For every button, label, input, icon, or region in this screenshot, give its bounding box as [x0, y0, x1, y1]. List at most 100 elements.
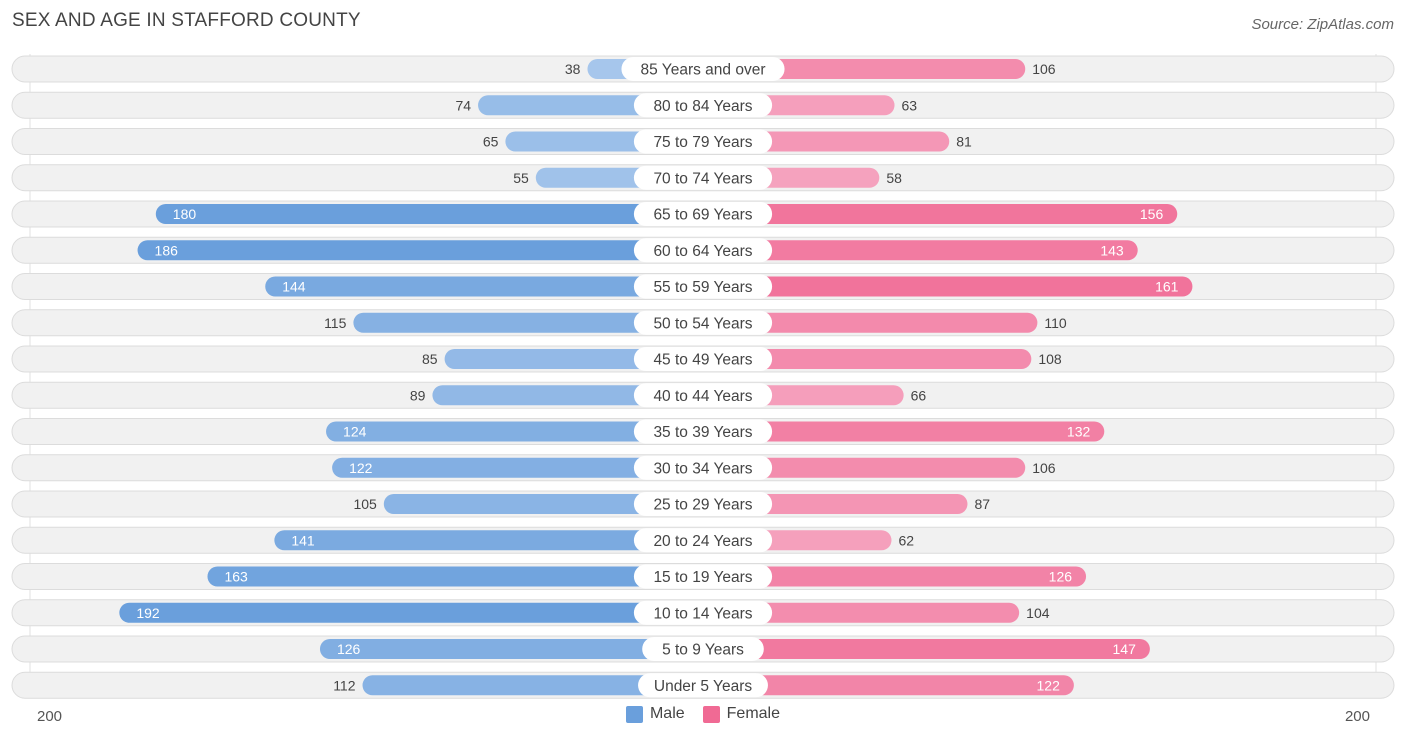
male-value-label: 115 — [324, 315, 347, 331]
female-value-label: 62 — [898, 532, 914, 548]
category-label: 55 to 59 Years — [653, 279, 752, 296]
male-bar — [274, 530, 703, 551]
female-bar — [703, 204, 1178, 224]
female-bar — [703, 349, 1032, 369]
category-label-background — [633, 202, 773, 226]
population-pyramid-chart: 38 106 85 Years and over 74 63 80 to 84 Years… — [11, 54, 1395, 699]
male-value-label: 141 — [291, 532, 315, 548]
female-value-label: 132 — [1067, 424, 1091, 440]
category-label-background — [642, 637, 764, 661]
male-value-label: 124 — [343, 424, 367, 440]
female-value-label: 161 — [1155, 279, 1179, 295]
male-value-label: 89 — [410, 387, 426, 403]
category-label: 20 to 24 Years — [653, 533, 752, 550]
male-value-label: 105 — [353, 496, 377, 512]
age-row: 55 58 70 to 74 Years — [11, 164, 1395, 192]
category-label-background — [633, 383, 773, 408]
age-row: 89 66 40 to 44 Years — [11, 381, 1395, 409]
legend-item-female[interactable]: Female — [702, 705, 781, 723]
axis-left-label: 200 — [37, 708, 63, 725]
female-bar — [703, 675, 1074, 696]
male-value-label: 55 — [513, 170, 529, 186]
legend-swatch-male — [625, 705, 643, 723]
female-bar — [703, 639, 1150, 659]
category-label-background — [633, 492, 773, 516]
female-value-label: 106 — [1032, 460, 1056, 476]
category-label-background — [633, 238, 773, 263]
axis-right-label: 200 — [1344, 708, 1370, 725]
male-bar — [265, 276, 703, 297]
category-label: 35 to 39 Years — [653, 424, 752, 441]
female-bar — [703, 240, 1138, 261]
category-label-background — [633, 165, 773, 190]
category-label-background — [633, 129, 773, 154]
category-label: 50 to 54 Years — [653, 315, 752, 332]
male-value-label: 126 — [337, 641, 361, 657]
category-label: 80 to 84 Years — [653, 98, 752, 115]
age-row: 112 122 Under 5 Years — [11, 671, 1395, 699]
age-row: 122 106 30 to 34 Years — [11, 454, 1395, 482]
category-label: 25 to 29 Years — [653, 497, 752, 514]
male-bar — [155, 204, 704, 224]
male-bar — [137, 240, 703, 261]
age-row: 74 63 80 to 84 Years — [11, 91, 1395, 119]
female-bar — [703, 59, 1026, 79]
category-label-background — [633, 528, 773, 553]
female-value-label: 104 — [1026, 605, 1050, 621]
age-row: 192 104 10 to 14 Years — [11, 599, 1395, 627]
age-row: 144 161 55 to 59 Years — [11, 273, 1395, 300]
female-bar — [703, 457, 1026, 478]
chart-source: Source: ZipAtlas.com — [1251, 16, 1394, 33]
category-label-background — [621, 57, 785, 81]
age-row: 186 143 60 to 64 Years — [11, 236, 1395, 264]
female-value-label: 110 — [1044, 315, 1067, 331]
male-bar — [362, 675, 703, 696]
male-value-label: 74 — [455, 97, 471, 113]
category-label-background — [638, 673, 768, 698]
age-row: 141 62 20 to 24 Years — [11, 526, 1395, 554]
category-label-background — [633, 347, 773, 371]
male-value-label: 163 — [224, 569, 248, 585]
legend-swatch-female — [702, 705, 720, 723]
male-value-label: 186 — [155, 242, 179, 258]
age-row: 85 108 45 to 49 Years — [11, 345, 1395, 373]
female-value-label: 126 — [1049, 569, 1073, 585]
male-bar — [332, 457, 703, 478]
category-label-background — [633, 93, 773, 118]
female-value-label: 147 — [1113, 641, 1137, 657]
female-value-label: 156 — [1140, 206, 1164, 222]
legend-label-female: Female — [726, 705, 781, 722]
category-label: 75 to 79 Years — [653, 134, 752, 151]
female-value-label: 87 — [974, 496, 990, 512]
male-bar — [383, 494, 703, 514]
female-bar — [703, 566, 1087, 587]
legend-item-male[interactable]: Male — [625, 705, 685, 723]
male-value-label: 122 — [349, 460, 373, 476]
female-value-label: 122 — [1037, 677, 1061, 693]
female-value-label: 63 — [902, 97, 918, 113]
age-row: 65 81 75 to 79 Years — [11, 128, 1395, 155]
chart-legend: Male Female — [0, 705, 1406, 723]
category-label: Under 5 Years — [654, 678, 752, 695]
category-label: 10 to 14 Years — [653, 605, 752, 622]
age-row: 163 126 15 to 19 Years — [11, 563, 1395, 590]
male-value-label: 144 — [282, 279, 306, 295]
female-bar — [703, 276, 1193, 297]
age-row: 180 156 65 to 69 Years — [11, 200, 1395, 228]
category-label-background — [633, 455, 773, 480]
female-value-label: 108 — [1038, 351, 1062, 367]
category-label: 65 to 69 Years — [653, 207, 752, 224]
female-value-label: 106 — [1032, 61, 1056, 77]
male-bar — [353, 312, 703, 333]
male-bar — [119, 602, 703, 623]
category-label: 70 to 74 Years — [653, 170, 752, 187]
legend-label-male: Male — [649, 705, 685, 722]
age-row: 38 106 85 Years and over — [11, 55, 1395, 83]
category-label: 5 to 9 Years — [662, 642, 744, 659]
category-label-background — [633, 564, 773, 589]
female-bar — [703, 312, 1038, 333]
male-bar — [319, 639, 703, 659]
female-bar — [703, 602, 1020, 623]
category-label: 45 to 49 Years — [653, 352, 752, 369]
category-label-background — [633, 600, 773, 625]
